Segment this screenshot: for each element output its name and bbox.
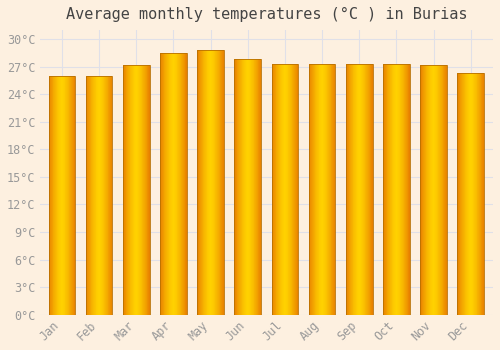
Bar [420, 65, 447, 315]
Bar [234, 60, 261, 315]
Bar [86, 76, 112, 315]
Bar [346, 64, 372, 315]
Bar [308, 64, 336, 315]
Bar [160, 53, 187, 315]
Bar [123, 65, 150, 315]
Title: Average monthly temperatures (°C ) in Burias: Average monthly temperatures (°C ) in Bu… [66, 7, 467, 22]
Bar [197, 50, 224, 315]
Bar [383, 64, 410, 315]
Bar [272, 64, 298, 315]
Bar [48, 76, 76, 315]
Bar [458, 73, 484, 315]
